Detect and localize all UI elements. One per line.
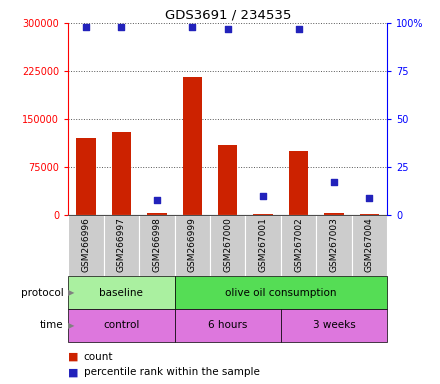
Bar <box>68 276 175 309</box>
Bar <box>324 214 344 215</box>
Text: ▶: ▶ <box>68 288 74 297</box>
Bar <box>175 215 210 276</box>
Text: control: control <box>103 320 139 331</box>
Text: GSM266998: GSM266998 <box>152 217 161 272</box>
Text: ■: ■ <box>68 367 79 377</box>
Bar <box>316 215 352 276</box>
Bar <box>289 151 308 215</box>
Bar <box>246 215 281 276</box>
Bar <box>68 309 175 342</box>
Text: GSM267003: GSM267003 <box>330 217 338 272</box>
Bar <box>147 213 167 215</box>
Bar <box>139 215 175 276</box>
Text: protocol: protocol <box>21 288 64 298</box>
Bar <box>183 78 202 215</box>
Text: count: count <box>84 352 113 362</box>
Point <box>82 24 89 30</box>
Bar <box>112 132 131 215</box>
Text: GSM266997: GSM266997 <box>117 217 126 272</box>
Point <box>366 195 373 201</box>
Bar <box>210 215 246 276</box>
Bar <box>68 215 104 276</box>
Bar <box>281 309 387 342</box>
Text: 3 weeks: 3 weeks <box>313 320 356 331</box>
Bar <box>352 215 387 276</box>
Text: GSM266999: GSM266999 <box>188 217 197 272</box>
Bar <box>76 138 95 215</box>
Text: GSM267000: GSM267000 <box>223 217 232 272</box>
Point <box>224 26 231 32</box>
Text: GSM267004: GSM267004 <box>365 217 374 272</box>
Text: baseline: baseline <box>99 288 143 298</box>
Point <box>330 179 337 185</box>
Text: olive oil consumption: olive oil consumption <box>225 288 337 298</box>
Text: GSM267001: GSM267001 <box>259 217 268 272</box>
Text: ▶: ▶ <box>68 321 74 330</box>
Bar <box>253 214 273 215</box>
Text: percentile rank within the sample: percentile rank within the sample <box>84 367 260 377</box>
Text: 6 hours: 6 hours <box>208 320 247 331</box>
Text: GSM267002: GSM267002 <box>294 217 303 272</box>
Point <box>260 193 267 199</box>
Bar <box>218 145 238 215</box>
Bar <box>175 309 281 342</box>
Text: ■: ■ <box>68 352 79 362</box>
Title: GDS3691 / 234535: GDS3691 / 234535 <box>165 9 291 22</box>
Text: time: time <box>40 320 64 331</box>
Bar <box>360 214 379 215</box>
Bar <box>104 215 139 276</box>
Point <box>118 24 125 30</box>
Bar <box>281 215 316 276</box>
Point <box>153 197 160 203</box>
Bar <box>175 276 387 309</box>
Text: GSM266996: GSM266996 <box>81 217 91 272</box>
Point <box>189 24 196 30</box>
Point <box>295 26 302 32</box>
